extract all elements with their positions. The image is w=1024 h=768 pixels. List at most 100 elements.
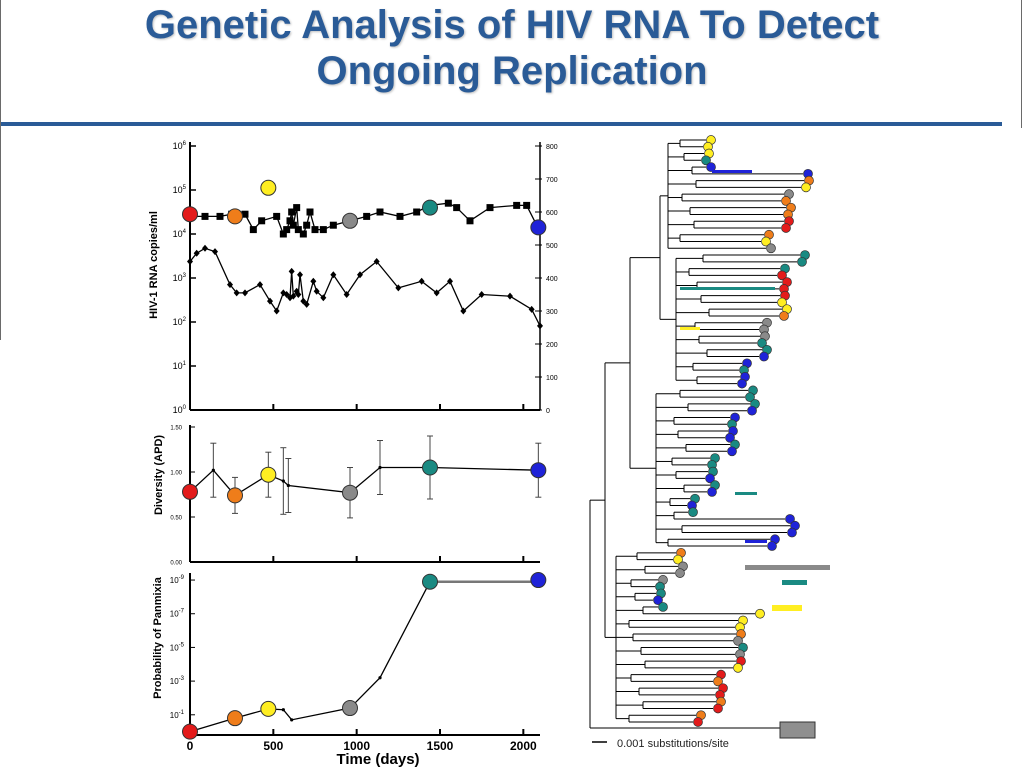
tree-leaf-blue <box>767 541 777 551</box>
viral-load-square-point-14 <box>294 226 302 234</box>
viral-load-square-point-9 <box>283 226 291 234</box>
panmixia-point-4 <box>290 718 294 722</box>
panmixia-yellow-point <box>260 700 277 717</box>
cd4-diamond-point-2 <box>202 244 208 252</box>
tree-leaf-red <box>781 223 791 233</box>
viral-load-square-point-12 <box>289 221 297 229</box>
diversity-teal-point <box>422 459 438 476</box>
cd4-diamond-point-19 <box>303 300 310 308</box>
tree-highlight-yellow <box>772 605 802 611</box>
panmixia-gray-point <box>342 700 358 717</box>
panmixia-ylabel: Probability of Panmixia <box>152 576 164 699</box>
viral-load-square-point-15 <box>299 230 307 238</box>
right-frame-edge <box>1021 0 1022 128</box>
tree-leaf-blue <box>759 351 769 362</box>
viral-load-square-point-29 <box>466 217 474 225</box>
tree-leaf-teal <box>701 155 711 166</box>
diversity-y-tick-label-1: 0.50 <box>170 516 182 522</box>
viral-load-square-point-28 <box>453 204 461 212</box>
viral-load-right-tick-label-8: 800 <box>546 144 558 151</box>
viral-load-gray-point <box>342 212 358 229</box>
panmixia-y-tick-label-1: 10-3 <box>170 676 185 686</box>
time-xlabel: Time (days) <box>336 751 419 768</box>
panmixia-x-tick-label-3: 1500 <box>427 739 454 753</box>
panmixia-point-6 <box>378 676 382 680</box>
tree-leaf-teal <box>658 602 668 612</box>
tree-leaf-yellow <box>801 182 811 193</box>
viral-load-blue-point <box>530 219 547 236</box>
viral-load-square-point-6 <box>258 217 266 225</box>
viral-load-orange-point <box>227 208 243 225</box>
viral-load-square-point-8 <box>279 230 287 238</box>
diversity-blue-point <box>530 462 547 479</box>
tree-leaf-yellow <box>755 608 765 619</box>
cd4-diamond-point-28 <box>418 277 425 285</box>
tree-leaf-blue <box>787 527 797 538</box>
viral-load-left-tick-label-0: 100 <box>173 405 187 415</box>
cd4-diamond-line <box>189 247 541 327</box>
panmixia-orange-point <box>227 710 243 727</box>
cd4-diamond-point-27 <box>395 284 402 292</box>
diversity-line <box>189 466 539 497</box>
tree-leaf-yellow <box>777 297 787 308</box>
diversity-point-4 <box>281 479 285 483</box>
diversity-gray-point <box>342 484 358 501</box>
panmixia-x-tick-label-0: 0 <box>187 739 194 753</box>
tree-leaf-gray <box>766 243 776 254</box>
cd4-diamond-point-26 <box>373 258 380 265</box>
cd4-diamond-point-22 <box>320 294 327 302</box>
tree-leaf-teal <box>745 392 755 403</box>
tree-leaf-orange <box>713 676 723 687</box>
viral-load-right-tick-label-0: 0 <box>546 408 550 415</box>
tree-leaf-orange <box>781 196 791 206</box>
cd4-diamond-point-14 <box>290 292 297 300</box>
panmixia-y-tick-label-2: 10-5 <box>170 642 185 652</box>
viral-load-red-point <box>182 206 198 223</box>
cd4-diamond-point-34 <box>528 305 535 313</box>
viral-load-teal-point <box>422 199 438 216</box>
panmixia-blue-point <box>530 572 547 589</box>
cd4-diamond-point-21 <box>313 287 320 295</box>
panmixia-teal-point <box>422 573 438 590</box>
tree-leaf-yellow <box>761 236 771 247</box>
viral-load-square-point-30 <box>486 204 494 212</box>
viral-load-left-tick-label-2: 102 <box>173 317 187 327</box>
cd4-diamond-point-20 <box>310 277 317 285</box>
viral-load-square-point-13 <box>293 204 301 212</box>
cd4-diamond-point-6 <box>242 289 248 297</box>
tree-leaf-blue <box>725 432 735 443</box>
tree-leaf-blue <box>747 405 757 416</box>
panmixia-panel: 0 500 1000 1500 2000 10-1 10-3 10-5 10-7 10-9 <box>170 572 547 753</box>
tree-scale-label: 0.001 substitutions/site <box>617 738 729 750</box>
viral-load-panel: 100 101 102 103 104 105 106 0 100 200 300 400 500 600… <box>173 141 558 415</box>
diversity-panel: 0.00 0.50 1.00 1.50 <box>170 425 547 567</box>
panmixia-x-tick-label-2: 1000 <box>343 739 370 753</box>
tree-leaf-red <box>713 703 723 714</box>
tree-leaf-teal <box>797 256 807 267</box>
viral-load-square-point-16 <box>303 221 311 229</box>
tree-highlight-blue <box>712 170 752 173</box>
panmixia-x-tick-label-4: 2000 <box>510 739 537 753</box>
panmixia-y-tick-label-3: 10-7 <box>170 609 185 619</box>
diversity-red-point <box>182 483 198 500</box>
tree-outgroup-box <box>779 721 816 739</box>
viral-load-yellow-point <box>260 179 277 196</box>
cd4-diamond-point-7 <box>257 281 263 289</box>
viral-load-right-tick-label-2: 200 <box>546 342 558 349</box>
viral-load-square-point-5 <box>249 226 257 234</box>
tree-highlight-teal <box>680 287 775 290</box>
viral-load-right-tick-label-1: 100 <box>546 375 558 382</box>
viral-load-square-point-27 <box>444 199 452 207</box>
viral-load-square-point-11 <box>288 208 296 216</box>
cd4-diamond-point-8 <box>267 297 273 305</box>
cd4-diamond-point-35 <box>537 322 543 330</box>
cd4-diamond-point-30 <box>447 277 453 285</box>
tree-highlight-blue <box>745 540 767 543</box>
cd4-diamond-point-31 <box>460 307 467 315</box>
phylogenetic-tree-panel <box>589 135 830 743</box>
tree-highlight-teal <box>782 580 807 585</box>
viral-load-right-tick-label-4: 400 <box>546 276 558 283</box>
tree-leaf-orange <box>779 311 789 321</box>
cd4-diamond-point-11 <box>283 291 290 298</box>
